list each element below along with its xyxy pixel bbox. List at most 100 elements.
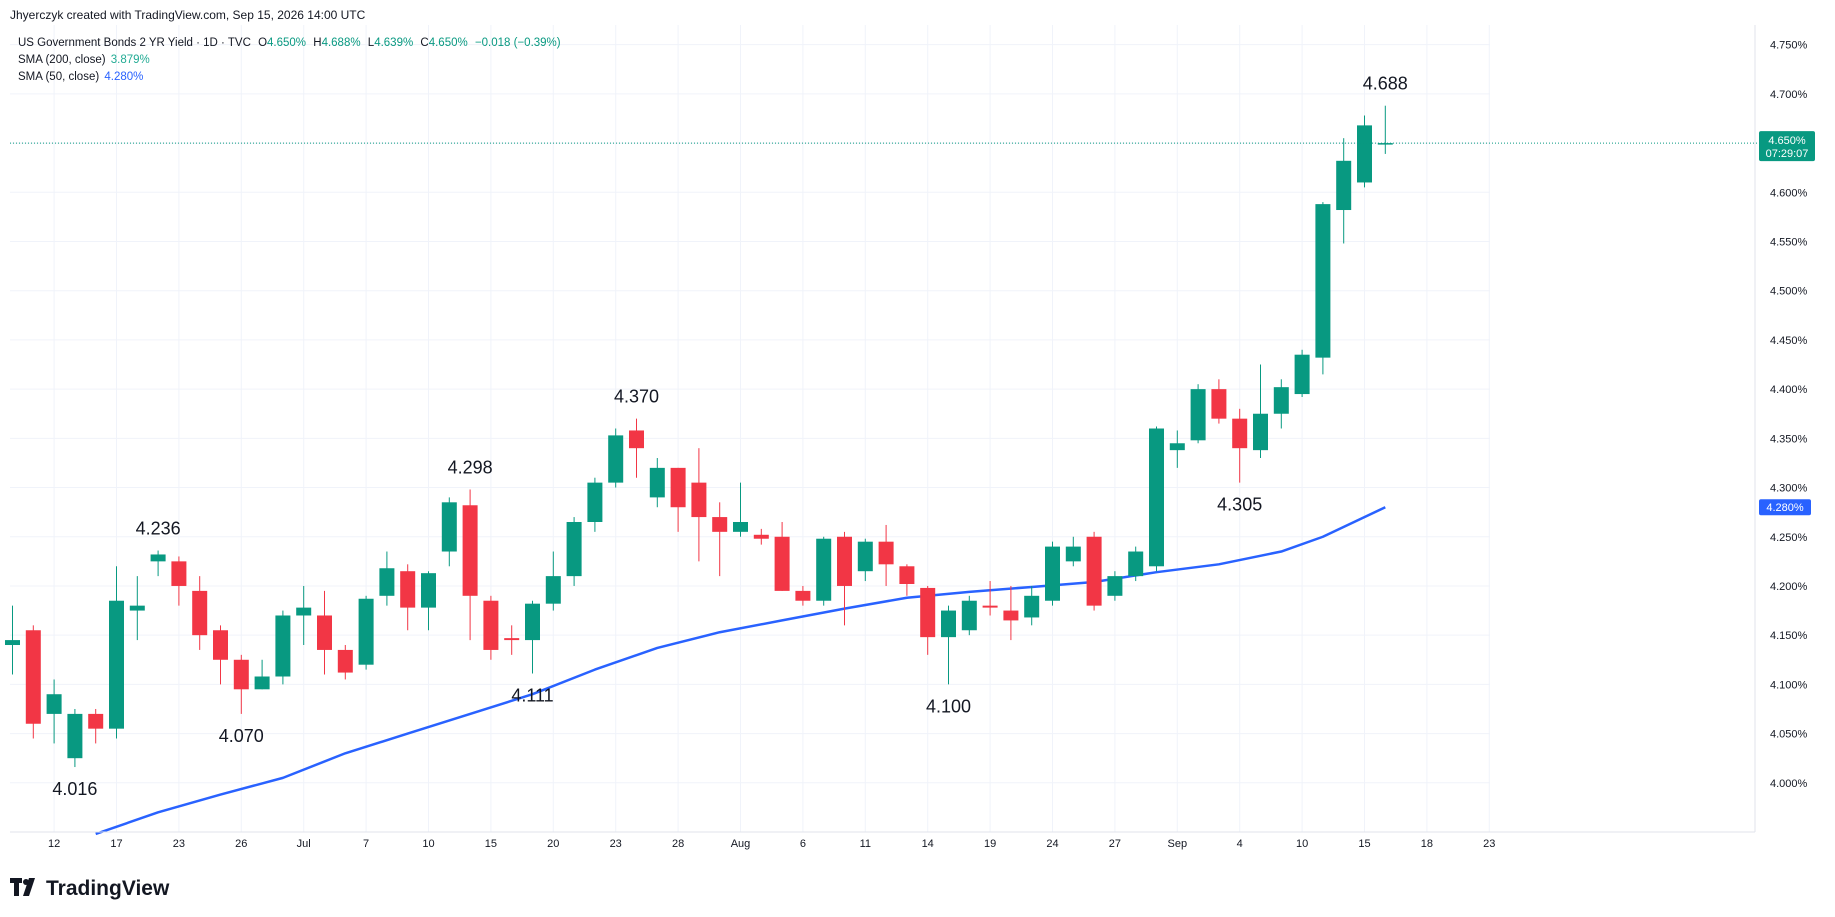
sma200-legend-row[interactable]: SMA (200, close) 3.879%	[18, 52, 561, 69]
candle-body	[483, 600, 499, 650]
x-tick-label: 28	[672, 838, 684, 850]
high-value: 4.688%	[321, 37, 361, 49]
sma50-tag-value: 4.280%	[1766, 502, 1804, 514]
change-value: −0.018 (−0.39%)	[474, 37, 561, 49]
candle-body	[150, 554, 166, 562]
price-annotation: 4.688	[1363, 74, 1408, 94]
open-value: 4.650%	[267, 37, 307, 49]
price-annotation: 4.070	[219, 726, 264, 746]
price-annotation: 4.100	[926, 696, 971, 716]
author-line: Jhyerczyk created with TradingView.com, …	[10, 8, 366, 22]
sma50-label: SMA (50, close)	[18, 71, 100, 83]
x-tick-label: Jul	[297, 838, 311, 850]
candle-body	[1086, 536, 1102, 606]
y-tick-label: 4.200%	[1770, 581, 1808, 593]
y-tick-label: 4.150%	[1770, 630, 1808, 642]
candle-body	[1045, 546, 1060, 601]
candle-body	[753, 534, 769, 539]
sma50-value: 4.280%	[104, 71, 144, 83]
x-tick-label: 14	[922, 838, 934, 850]
candle-body	[982, 605, 998, 608]
candle-body	[1169, 443, 1185, 451]
price-annotations: 4.016 4.236 4.070 4.298 4.111 4.370 4.100 4.305…	[52, 74, 1407, 799]
candle-body	[504, 638, 520, 641]
candle-body	[837, 536, 852, 586]
x-tick-label: 27	[1109, 838, 1121, 850]
candle-body	[421, 573, 436, 608]
candle-body	[1273, 387, 1289, 414]
candle-body	[712, 517, 728, 532]
candle-body	[920, 587, 936, 638]
x-tick-label: 15	[485, 838, 497, 850]
candle-body	[545, 576, 561, 604]
candle-body	[774, 536, 790, 591]
candle-body	[1294, 354, 1310, 395]
axes: 4.000% 4.050% 4.100% 4.150% 4.200% 4.250% 4.30…	[10, 25, 1815, 850]
sma200-value: 3.879%	[110, 54, 150, 66]
x-tick-label: 7	[363, 838, 369, 850]
high-label: H	[313, 37, 322, 49]
y-tick-label: 4.450%	[1770, 335, 1808, 347]
candle-body	[67, 713, 83, 759]
tradingview-logo-icon	[10, 876, 40, 902]
candle-body	[1065, 546, 1081, 562]
sma200-label: SMA (200, close)	[18, 54, 106, 66]
candle-body	[88, 713, 104, 729]
x-tick-label: 26	[235, 838, 247, 850]
x-tick-label: 20	[547, 838, 559, 850]
price-annotation: 4.370	[614, 387, 659, 407]
candle-body	[171, 561, 187, 586]
candle-body	[109, 600, 124, 729]
candle-body	[899, 566, 915, 584]
tradingview-brand[interactable]: TradingView	[10, 876, 169, 902]
candle-body	[1232, 418, 1248, 449]
low-value: 4.639%	[374, 37, 414, 49]
y-tick-label: 4.250%	[1770, 532, 1808, 544]
candle-body	[961, 600, 977, 631]
candle-body	[566, 521, 582, 577]
candle-body	[1107, 576, 1123, 596]
y-tick-label: 4.750%	[1770, 40, 1808, 52]
candle-body	[317, 615, 332, 650]
candle-body	[1377, 143, 1393, 145]
x-tick-label: 24	[1046, 838, 1058, 850]
candle-body	[670, 467, 686, 508]
price-annotation: 4.016	[52, 779, 97, 799]
y-tick-label: 4.000%	[1770, 778, 1808, 790]
candle-body	[878, 541, 894, 565]
candle-body	[1149, 428, 1164, 567]
candle-body	[462, 505, 478, 596]
x-tick-label: 4	[1237, 838, 1243, 850]
candle-body	[213, 630, 228, 660]
y-tick-label: 4.350%	[1770, 433, 1808, 445]
y-tick-label: 4.600%	[1770, 187, 1808, 199]
candle-body	[1024, 595, 1040, 618]
candle-body	[337, 649, 353, 673]
candle-body	[441, 502, 457, 552]
x-tick-label: 18	[1421, 838, 1433, 850]
x-tick-label: 19	[984, 838, 996, 850]
x-tick-label: Aug	[731, 838, 751, 850]
candle-body	[525, 603, 540, 641]
sma50-line	[95, 506, 1386, 836]
symbol-legend-row[interactable]: US Government Bonds 2 YR Yield · 1D · TV…	[18, 35, 561, 52]
candle-body	[379, 568, 395, 596]
last-price-tag	[1759, 131, 1815, 162]
candle-body	[1211, 389, 1227, 419]
x-tick-label: 23	[610, 838, 622, 850]
candle-body	[296, 607, 312, 616]
candle-body	[129, 605, 145, 611]
x-tick-label: 23	[173, 838, 185, 850]
symbol-name: US Government Bonds 2 YR Yield · 1D · TV…	[18, 37, 251, 49]
open-label: O	[258, 37, 268, 49]
y-tick-label: 4.400%	[1770, 384, 1808, 396]
sma50-legend-row[interactable]: SMA (50, close) 4.280%	[18, 69, 561, 86]
last-price-value: 4.650%	[1768, 135, 1806, 147]
chart-legend: US Government Bonds 2 YR Yield · 1D · TV…	[18, 35, 561, 86]
y-tick-label: 4.500%	[1770, 286, 1808, 298]
candle-body	[233, 659, 249, 690]
y-tick-label: 4.300%	[1770, 483, 1808, 495]
sma50-tag	[1759, 499, 1811, 516]
candle-body	[816, 538, 832, 601]
